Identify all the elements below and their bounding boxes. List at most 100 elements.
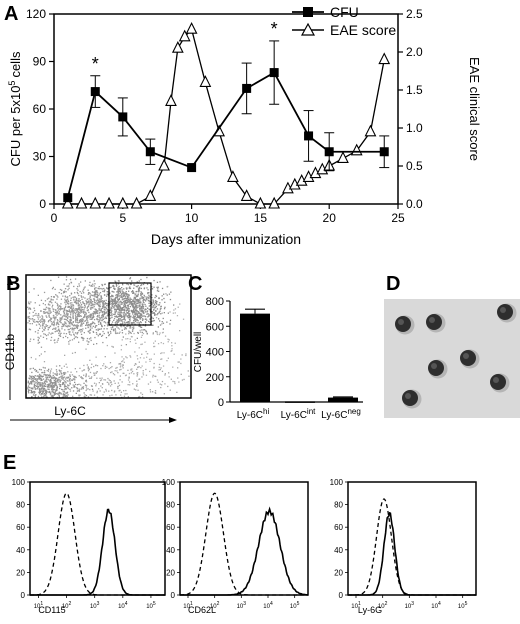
flow-dot [74, 383, 77, 386]
flow-dot [82, 339, 84, 341]
flow-dot [70, 299, 72, 301]
flow-dot [125, 287, 127, 289]
flow-dot [128, 325, 131, 327]
flow-dot [121, 287, 123, 289]
flow-dot [111, 316, 113, 319]
flow-dot [118, 298, 121, 301]
flow-dot [51, 322, 53, 325]
flow-dot [91, 318, 93, 320]
flow-dot [52, 376, 54, 379]
flow-dot [78, 304, 81, 306]
flow-dot [102, 315, 104, 317]
flow-dot [123, 358, 125, 360]
flow-dot [70, 307, 72, 309]
flow-dot [29, 368, 31, 370]
flow-dot [136, 322, 138, 324]
flow-dot [77, 315, 79, 317]
flow-dot [163, 352, 165, 354]
flow-dot [117, 288, 119, 290]
flow-dot [75, 336, 77, 338]
flow-dot [140, 343, 142, 346]
e-y-tick-label: 0 [21, 591, 26, 600]
e-x-tick-label: 102 [62, 601, 72, 610]
flow-dot [68, 283, 71, 285]
flow-dot [148, 292, 150, 294]
flow-dot [181, 354, 183, 356]
flow-dot [65, 310, 67, 312]
flow-dot [45, 334, 48, 337]
flow-dot [103, 291, 105, 293]
flow-dot [137, 332, 139, 334]
flow-dot [48, 332, 50, 334]
flow-dot [72, 315, 74, 317]
flow-dot [81, 306, 83, 309]
flow-dot [119, 331, 121, 333]
flow-dot [134, 318, 136, 320]
flow-dot [96, 318, 98, 320]
flow-dot [95, 291, 97, 293]
flow-dot [73, 309, 75, 311]
flow-dot [121, 356, 123, 358]
flow-dot [53, 394, 55, 396]
flow-dot [74, 312, 77, 315]
flow-dot [94, 311, 96, 313]
flow-dot [28, 312, 31, 314]
flow-dot [139, 314, 141, 316]
flow-dot [128, 321, 130, 323]
flow-dot [86, 384, 88, 387]
flow-dot [93, 394, 96, 396]
flow-dot [65, 395, 67, 398]
flow-dot [155, 310, 157, 312]
flow-dot [92, 312, 94, 314]
flow-dot [111, 305, 114, 307]
flow-dot [90, 314, 92, 316]
flow-dot [57, 320, 59, 322]
flow-dot [67, 300, 69, 302]
flow-dot [163, 393, 165, 395]
flow-dot [82, 387, 84, 390]
flow-dot [148, 298, 150, 300]
flow-dot [129, 384, 131, 386]
flow-dot [133, 306, 135, 309]
flow-dot [74, 296, 76, 298]
panel-b-x-arrowhead [169, 417, 177, 423]
flow-dot [63, 307, 65, 309]
flow-dot [168, 376, 170, 378]
flow-dot [65, 372, 67, 374]
flow-dot [129, 306, 131, 308]
flow-dot [112, 285, 114, 287]
flow-dot [159, 383, 161, 385]
flow-dot [94, 336, 96, 339]
flow-dot [139, 308, 141, 311]
flow-dot [114, 280, 116, 282]
flow-dot [98, 333, 101, 336]
flow-dot [49, 374, 51, 376]
flow-dot [140, 316, 143, 318]
flow-dot [66, 319, 68, 322]
flow-dot [69, 377, 71, 380]
flow-dot [146, 276, 148, 279]
flow-dot [51, 324, 53, 326]
flow-dot [97, 287, 99, 289]
flow-dot [100, 300, 103, 303]
flow-dot [44, 385, 47, 387]
flow-dot [80, 388, 83, 390]
flow-dot [117, 307, 120, 309]
flow-dot [137, 316, 140, 319]
flow-dot [68, 310, 70, 312]
flow-dot [83, 312, 85, 314]
flow-dot [51, 302, 53, 304]
flow-dot [100, 385, 102, 387]
flow-dot [117, 372, 119, 374]
flow-dot [86, 301, 88, 303]
flow-dot [133, 287, 135, 289]
flow-dot [95, 383, 97, 385]
flow-dot [57, 323, 59, 325]
flow-dot [135, 303, 138, 305]
flow-dot [149, 296, 151, 298]
flow-dot [107, 377, 109, 380]
flow-dot [135, 312, 137, 314]
flow-dot [65, 276, 68, 278]
flow-dot [50, 318, 52, 321]
